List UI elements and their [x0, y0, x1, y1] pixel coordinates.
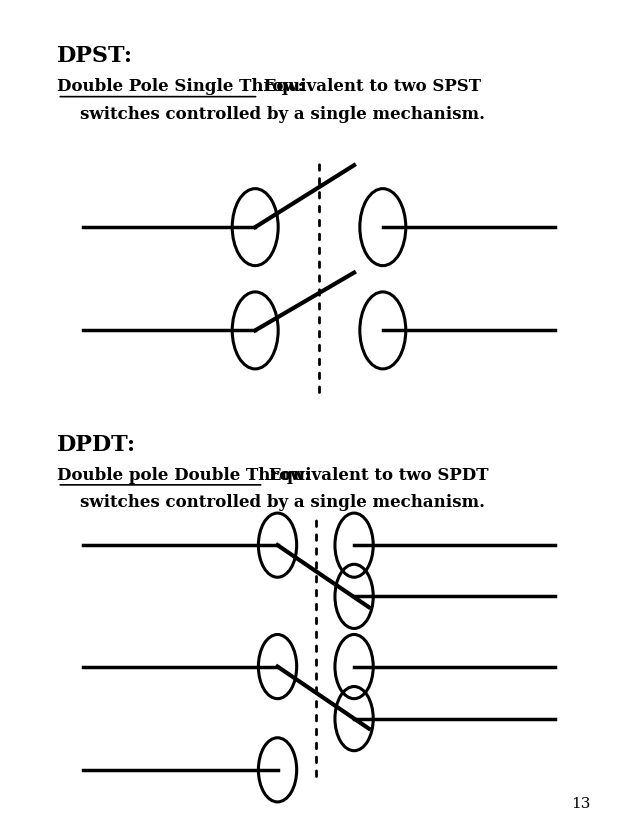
- Text: 13: 13: [571, 797, 590, 811]
- Text: DPDT:: DPDT:: [57, 434, 137, 456]
- Text: Equivalent to two SPDT: Equivalent to two SPDT: [263, 467, 489, 484]
- Text: Double pole Double Throw:: Double pole Double Throw:: [57, 467, 311, 484]
- Text: DPST:: DPST:: [57, 45, 133, 68]
- Text: Double Pole Single Throw:: Double Pole Single Throw:: [57, 78, 304, 96]
- Text: Equivalent to two SPST: Equivalent to two SPST: [258, 78, 482, 96]
- Text: switches controlled by a single mechanism.: switches controlled by a single mechanis…: [57, 106, 486, 123]
- Text: switches controlled by a single mechanism.: switches controlled by a single mechanis…: [57, 494, 486, 511]
